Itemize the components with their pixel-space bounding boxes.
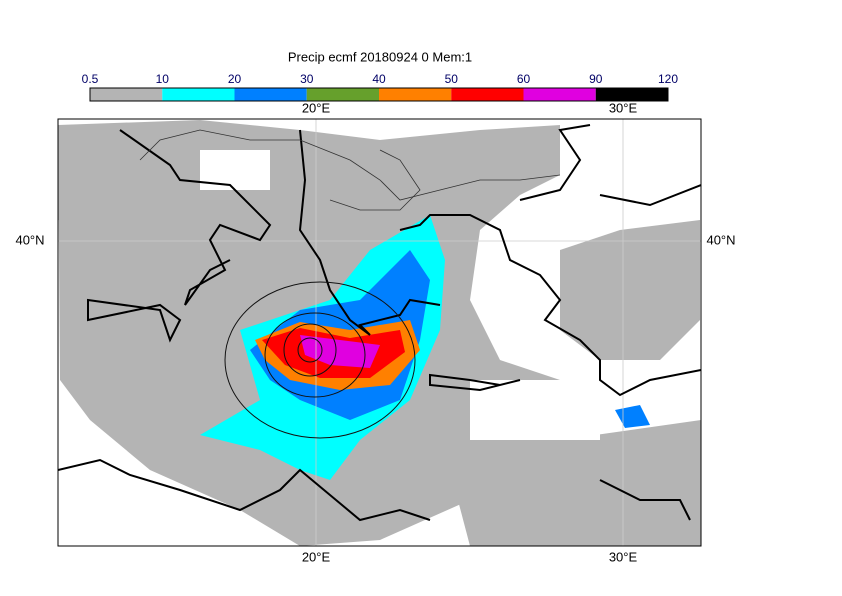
clear-area [470, 380, 600, 440]
lon-label: 30°E [609, 549, 638, 564]
colorbar-label: 120 [658, 72, 678, 86]
colorbar-label: 0.5 [82, 72, 99, 86]
colorbar-swatch [234, 88, 307, 101]
colorbar-swatch [523, 88, 596, 101]
colorbar-label: 90 [589, 72, 603, 86]
colorbar-label: 50 [445, 72, 459, 86]
colorbar-swatch [90, 88, 163, 101]
title: Precip ecmf 20180924 0 Mem:1 [288, 49, 472, 64]
lon-label: 30°E [609, 100, 638, 115]
map [57, 118, 702, 547]
colorbar-label: 60 [517, 72, 531, 86]
colorbar-swatch [162, 88, 235, 101]
map-frame [57, 118, 702, 547]
isobars [224, 281, 416, 439]
lon-label: 20°E [302, 100, 331, 115]
lat-label: 40°N [706, 232, 735, 247]
colorbar-swatch [379, 88, 452, 101]
colorbar-label: 20 [228, 72, 242, 86]
colorbar-label: 40 [372, 72, 386, 86]
coastlines [58, 124, 701, 522]
borders [139, 129, 561, 211]
colorbar-label: 10 [156, 72, 170, 86]
colorbar-swatch [595, 88, 668, 101]
precip-heavy [200, 215, 650, 480]
colorbar-swatch [306, 88, 379, 101]
colorbar-label: 30 [300, 72, 314, 86]
colorbar-swatch [451, 88, 524, 101]
lat-label: 40°N [15, 232, 44, 247]
colorbar-frame [89, 87, 669, 102]
map-content [58, 119, 701, 546]
colorbar: 0.5 10 20 30 40 50 60 90 120 [82, 72, 678, 102]
lon-label: 20°E [302, 549, 331, 564]
grid [58, 119, 701, 546]
